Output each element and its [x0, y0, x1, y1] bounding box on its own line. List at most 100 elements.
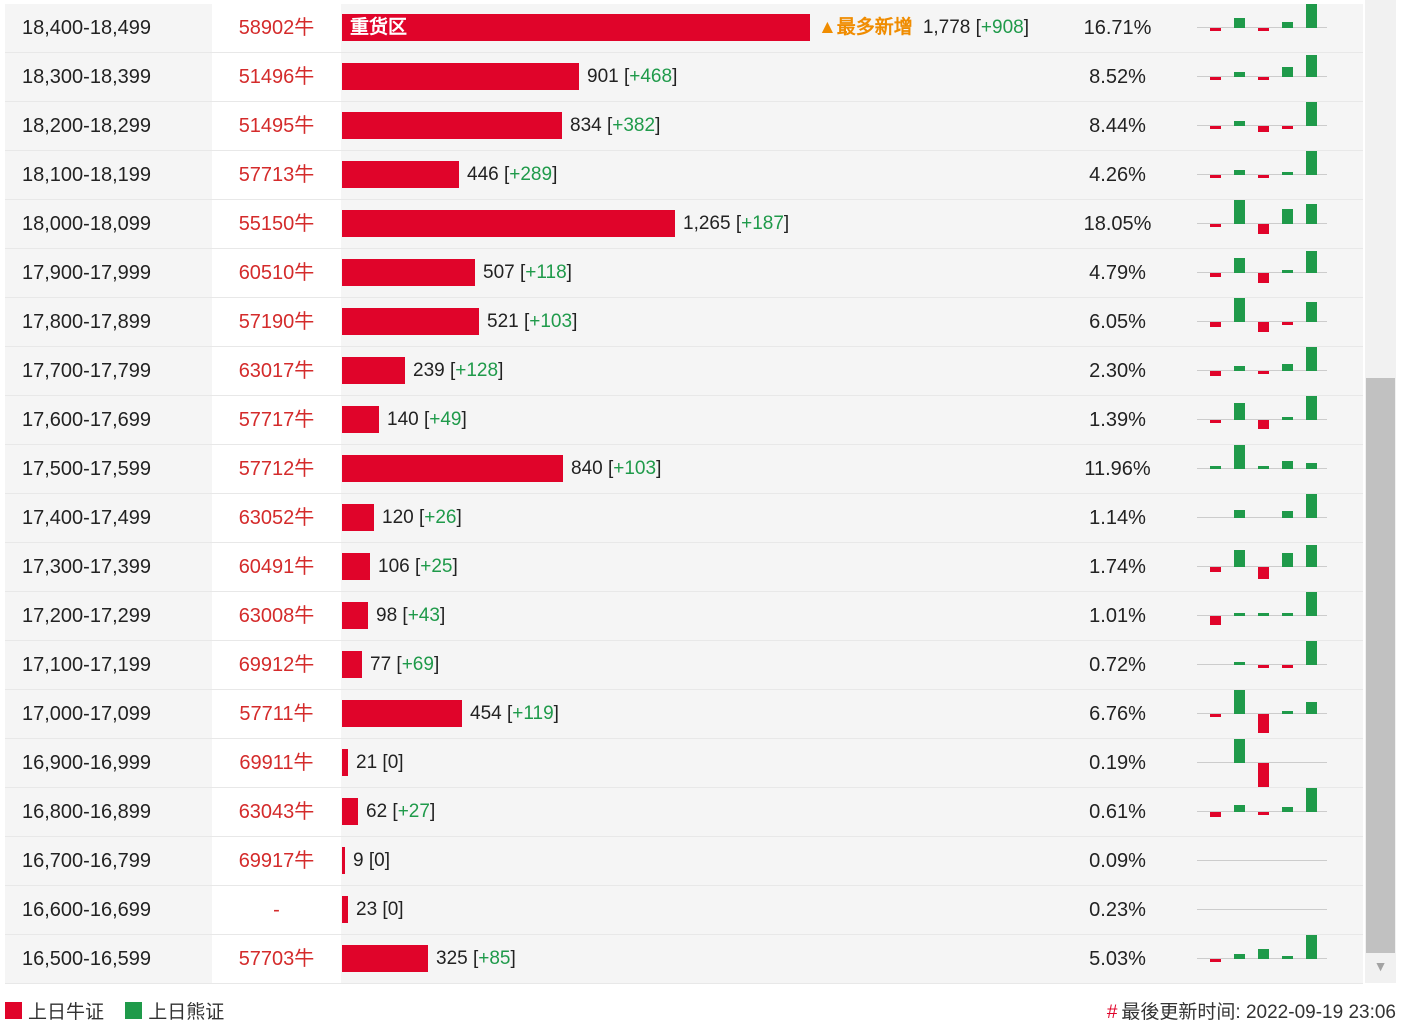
- mini-bar-bull: [1210, 28, 1221, 31]
- table-row[interactable]: 16,700-16,799 69917牛 9 [0] 0.09%: [5, 837, 1363, 886]
- cbbc-code-link[interactable]: 69917牛: [238, 850, 315, 872]
- count-number: 507: [483, 262, 515, 283]
- percentage: 5.03%: [1089, 948, 1146, 970]
- mini-bar-bear: [1234, 72, 1245, 77]
- legend-bull-label: 上日牛证: [28, 1002, 105, 1023]
- mini-bar-bear: [1282, 461, 1293, 469]
- mini-bar-bear: [1258, 466, 1269, 469]
- mini-bar-bear: [1234, 298, 1245, 322]
- mini-bar-bear: [1258, 613, 1269, 616]
- mini-trend-chart: [1197, 396, 1327, 444]
- cbbc-code-link[interactable]: 55150牛: [238, 213, 315, 235]
- count-change: +468: [629, 66, 673, 87]
- count-bar: [342, 63, 579, 90]
- table-row[interactable]: 17,600-17,699 57717牛 140 [+49] 1.39%: [5, 396, 1363, 445]
- heavy-zone-label: 重货区: [350, 17, 408, 38]
- code-cell-background: [212, 592, 341, 640]
- count-value: 77 [+69]: [370, 654, 440, 675]
- mini-bar-bull: [1210, 567, 1221, 572]
- cbbc-code-link[interactable]: 51495牛: [238, 115, 315, 137]
- mini-bar-bull: [1282, 665, 1293, 668]
- percentage: 1.39%: [1089, 409, 1146, 431]
- percentage: 4.79%: [1089, 262, 1146, 284]
- count-value: 21 [0]: [356, 752, 404, 773]
- table-row[interactable]: 16,900-16,999 69911牛 21 [0] 0.19%: [5, 739, 1363, 788]
- mini-bar-bull: [1210, 273, 1221, 277]
- mini-chart-baseline: [1197, 860, 1327, 861]
- price-range: 17,800-17,899: [22, 311, 152, 333]
- mini-bar-bull: [1210, 224, 1221, 227]
- mini-bar-bear: [1234, 662, 1245, 665]
- cbbc-code-link[interactable]: 57190牛: [238, 311, 315, 333]
- scrollbar-thumb[interactable]: [1366, 378, 1395, 953]
- cbbc-code-link[interactable]: -: [273, 899, 280, 921]
- count-bar: [342, 161, 459, 188]
- mini-bar-bull: [1258, 371, 1269, 374]
- table-row[interactable]: 17,700-17,799 63017牛 239 [+128] 2.30%: [5, 347, 1363, 396]
- count-bar: [342, 749, 348, 776]
- cbbc-code-link[interactable]: 69911牛: [239, 752, 314, 774]
- table-row[interactable]: 17,400-17,499 63052牛 120 [+26] 1.14%: [5, 494, 1363, 543]
- mini-bar-bull: [1258, 224, 1269, 234]
- cbbc-code-link[interactable]: 69912牛: [238, 654, 315, 676]
- table-row[interactable]: 16,600-16,699 - 23 [0] 0.23%: [5, 886, 1363, 935]
- table-row[interactable]: 17,200-17,299 63008牛 98 [+43] 1.01%: [5, 592, 1363, 641]
- cbbc-code-link[interactable]: 63043牛: [238, 801, 315, 823]
- cbbc-code-link[interactable]: 63017牛: [238, 360, 315, 382]
- mini-chart-baseline: [1197, 713, 1327, 714]
- table-row[interactable]: 17,000-17,099 57711牛 454 [+119] 6.76%: [5, 690, 1363, 739]
- count-change: +908: [980, 17, 1024, 38]
- table-row[interactable]: 17,800-17,899 57190牛 521 [+103] 6.05%: [5, 298, 1363, 347]
- cbbc-code-link[interactable]: 57703牛: [238, 948, 315, 970]
- count-value: 106 [+25]: [378, 556, 458, 577]
- count-bar: [342, 210, 675, 237]
- scroll-down-arrow-icon[interactable]: ▼: [1373, 958, 1388, 974]
- legend-bull: 上日牛证: [5, 997, 104, 1024]
- cbbc-code-link[interactable]: 57712牛: [238, 458, 315, 480]
- mini-bar-bear: [1234, 121, 1245, 126]
- cbbc-code-link[interactable]: 58902牛: [238, 17, 315, 39]
- code-cell-background: [212, 249, 341, 297]
- mini-trend-chart: [1197, 641, 1327, 689]
- cbbc-code-link[interactable]: 60510牛: [238, 262, 315, 284]
- mini-chart-baseline: [1197, 664, 1327, 665]
- cbbc-code-link[interactable]: 51496牛: [238, 66, 315, 88]
- table-row[interactable]: 16,800-16,899 63043牛 62 [+27] 0.61%: [5, 788, 1363, 837]
- code-cell-background: [212, 886, 341, 934]
- mini-bar-bull: [1258, 28, 1269, 31]
- table-row[interactable]: 18,400-18,499 58902牛 重货区 ▲最多新增 1,778 [+908] 1…: [5, 4, 1363, 53]
- table-row[interactable]: 17,900-17,999 60510牛 507 [+118] 4.79%: [5, 249, 1363, 298]
- table-row[interactable]: 17,300-17,399 60491牛 106 [+25] 1.74%: [5, 543, 1363, 592]
- count-value: 840 [+103]: [571, 458, 662, 479]
- table-row[interactable]: 16,500-16,599 57703牛 325 [+85] 5.03%: [5, 935, 1363, 984]
- code-cell-background: [212, 445, 341, 493]
- table-row[interactable]: 17,500-17,599 57712牛 840 [+103] 11.96%: [5, 445, 1363, 494]
- count-value: 9 [0]: [353, 850, 390, 871]
- table-row[interactable]: 18,100-18,199 57713牛 446 [+289] 4.26%: [5, 151, 1363, 200]
- mini-bar-bull: [1258, 175, 1269, 178]
- count-change: +382: [612, 115, 656, 136]
- vertical-scrollbar[interactable]: [1365, 0, 1396, 983]
- cbbc-code-link[interactable]: 57711牛: [239, 703, 314, 725]
- table-row[interactable]: 18,300-18,399 51496牛 901 [+468] 8.52%: [5, 53, 1363, 102]
- mini-bar-bear: [1282, 172, 1293, 175]
- mini-bar-bear: [1282, 511, 1293, 518]
- table-row[interactable]: 18,000-18,099 55150牛 1,265 [+187] 18.05%: [5, 200, 1363, 249]
- cbbc-code-link[interactable]: 63008牛: [238, 605, 315, 627]
- count-bar: [342, 455, 563, 482]
- table-row[interactable]: 18,200-18,299 51495牛 834 [+382] 8.44%: [5, 102, 1363, 151]
- cbbc-code-link[interactable]: 57717牛: [238, 409, 315, 431]
- count-change: +49: [429, 409, 462, 430]
- mini-bar-bull: [1210, 812, 1221, 817]
- count-number: 62: [366, 801, 388, 822]
- table-row[interactable]: 17,100-17,199 69912牛 77 [+69] 0.72%: [5, 641, 1363, 690]
- cbbc-code-link[interactable]: 63052牛: [238, 507, 315, 529]
- percentage: 1.74%: [1089, 556, 1146, 578]
- mini-trend-chart: [1197, 200, 1327, 248]
- mini-bar-bull: [1258, 567, 1269, 579]
- cbbc-code-link[interactable]: 57713牛: [238, 164, 315, 186]
- mini-bar-bear: [1234, 805, 1245, 812]
- cbbc-code-link[interactable]: 60491牛: [238, 556, 315, 578]
- mini-bar-bear: [1282, 613, 1293, 616]
- percentage: 6.76%: [1089, 703, 1146, 725]
